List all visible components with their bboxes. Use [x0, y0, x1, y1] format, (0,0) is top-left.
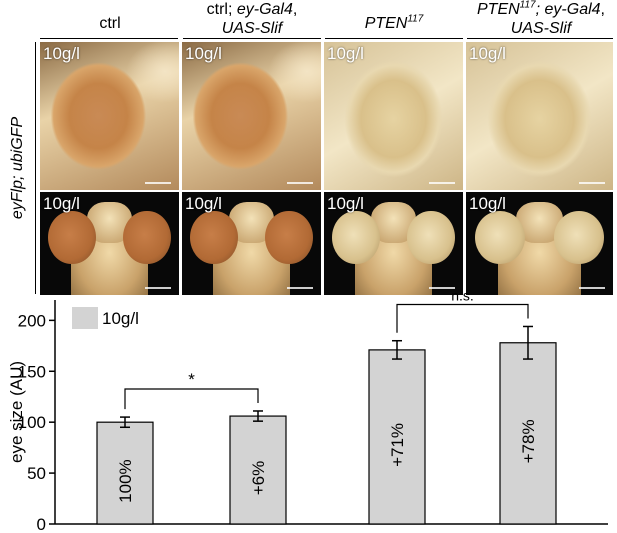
bar — [499, 342, 557, 525]
legend-swatch — [72, 307, 98, 329]
y-tick-label: 0 — [37, 515, 46, 533]
column-header-ctrl-text: ctrl — [99, 15, 121, 32]
right-eye-shape — [407, 210, 455, 265]
scale-bar — [579, 182, 605, 184]
panel-tag: 10g/l — [327, 194, 364, 213]
column-rule-2 — [183, 38, 321, 39]
y-tick-label: 150 — [18, 362, 46, 381]
photo-ctrl-eye: 10g/l — [40, 42, 179, 190]
bar-value-label: +78% — [519, 419, 538, 463]
photo-pten-slif-eye: 10g/l — [466, 42, 613, 190]
bar-value-label: 100% — [116, 459, 135, 502]
photo-ctrl-slif-eye: 10g/l — [182, 42, 321, 190]
panel-tag: 10g/l — [185, 194, 222, 213]
panel-tag: 10g/l — [327, 44, 364, 63]
panel-tag: 10g/l — [43, 194, 80, 213]
legend-label: 10g/l — [102, 309, 139, 328]
scale-bar — [429, 182, 455, 184]
column-header-pten: PTEN117 — [324, 14, 464, 33]
photo-ctrl-dorsal: 10g/l — [40, 192, 179, 295]
photo-pten-dorsal: 10g/l — [324, 192, 463, 295]
bar — [368, 349, 426, 525]
column-header-ctrl-slif-line1: ctrl; ey-Gal4, — [206, 1, 298, 18]
column-rule-3 — [325, 38, 463, 39]
column-header-ctrl: ctrl — [40, 14, 180, 33]
significance-label: * — [188, 370, 195, 389]
row-label-rule — [35, 42, 36, 294]
left-eye-shape — [474, 210, 525, 265]
right-eye-shape — [265, 210, 313, 265]
panel-tag: 10g/l — [469, 44, 506, 63]
column-header-pten-slif-line1: PTEN117; ey-Gal4, — [477, 0, 605, 18]
left-eye-shape — [332, 210, 380, 265]
scale-bar — [579, 287, 605, 289]
significance-bracket — [124, 388, 259, 410]
column-header-pten-text: PTEN117 — [364, 13, 424, 32]
left-eye-shape — [48, 210, 96, 265]
scale-bar — [145, 287, 171, 289]
scale-bar — [429, 287, 455, 289]
photo-pten-slif-dorsal: 10g/l — [466, 192, 613, 295]
left-eye-shape — [190, 210, 238, 265]
bar-value-label: +71% — [388, 423, 407, 467]
column-header-ctrl-slif-line2: UAS-Slif — [221, 20, 283, 37]
scale-bar — [145, 182, 171, 184]
scale-bar — [287, 182, 313, 184]
significance-label: n.s. — [451, 287, 474, 303]
y-tick-label: 200 — [18, 311, 46, 330]
column-header-pten-slif-line2: UAS-Slif — [510, 20, 572, 37]
y-tick-label: 50 — [27, 464, 46, 483]
panel-tag: 10g/l — [185, 44, 222, 63]
chart-layer: 0 50 100 150 200 eye size (AU) 10g/l 100% +6% +71… — [7, 287, 608, 533]
column-rule-1 — [40, 38, 178, 39]
column-rule-4 — [467, 38, 613, 39]
bar — [96, 421, 154, 525]
y-axis-label: eye size (AU) — [7, 361, 26, 463]
panel-tag: 10g/l — [43, 44, 80, 63]
y-tick-label: 100 — [18, 413, 46, 432]
panel-tag: 10g/l — [469, 194, 506, 213]
photo-pten-eye: 10g/l — [324, 42, 463, 190]
column-header-ctrl-slif: ctrl; ey-Gal4, UAS-Slif — [182, 0, 322, 38]
photo-ctrl-slif-dorsal: 10g/l — [182, 192, 321, 295]
scale-bar — [287, 287, 313, 289]
significance-bracket — [396, 303, 529, 333]
column-header-pten-slif: PTEN117; ey-Gal4, UAS-Slif — [466, 0, 616, 38]
right-eye-shape — [123, 210, 171, 265]
right-eye-shape — [554, 210, 605, 265]
bar-value-label: +6% — [249, 461, 268, 496]
